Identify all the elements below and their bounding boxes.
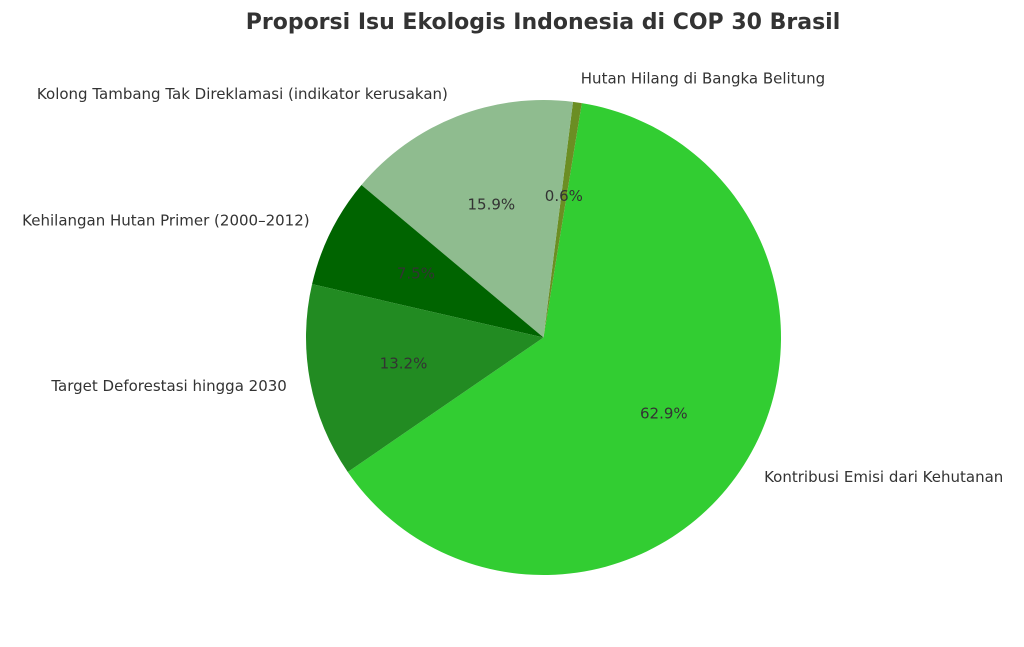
pie-slice bbox=[347, 103, 782, 575]
slice-label: Kehilangan Hutan Primer (2000–2012) bbox=[22, 212, 309, 230]
pie-slice bbox=[312, 185, 544, 338]
percent-label: 62.9% bbox=[640, 404, 688, 422]
percent-label: 13.2% bbox=[380, 355, 428, 373]
slice-label: Kontribusi Emisi dari Kehutanan bbox=[764, 468, 1003, 486]
chart-title: Proporsi Isu Ekologis Indonesia di COP 3… bbox=[246, 10, 841, 35]
pie-slice bbox=[306, 284, 544, 473]
percent-label: 0.6% bbox=[545, 187, 583, 205]
percent-label: 15.9% bbox=[468, 195, 516, 213]
pie-slice bbox=[543, 101, 582, 338]
slice-label: Hutan Hilang di Bangka Belitung bbox=[581, 69, 825, 87]
percent-label: 7.5% bbox=[397, 265, 435, 283]
slice-label: Kolong Tambang Tak Direklamasi (indikato… bbox=[37, 85, 448, 103]
slice-label: Target Deforestasi hingga 2030 bbox=[50, 377, 286, 395]
pie-slice bbox=[361, 100, 573, 338]
